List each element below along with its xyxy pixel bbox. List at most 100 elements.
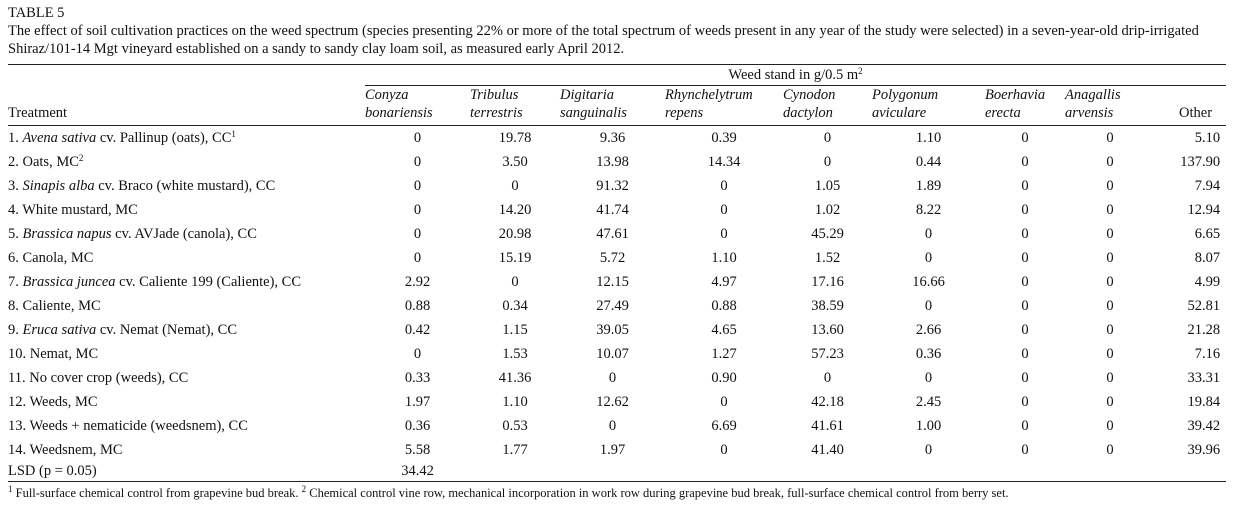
treatment-number: 2. — [8, 154, 19, 170]
value-cell: 41.40 — [811, 442, 844, 458]
value-cell: 1.52 — [814, 250, 841, 266]
species-header: Boerhavia erecta — [985, 86, 1065, 126]
treatment-text: cv. AVJade (canola), CC — [115, 226, 257, 242]
table: Weed stand in g/0.5 m2 Treatment Conyza bon… — [8, 64, 1227, 482]
data-row: 11. No cover crop (weeds), CC 0.33 41.36 0 0… — [8, 366, 1226, 390]
value-cell: 0 — [783, 125, 872, 150]
species-name: repens — [665, 105, 704, 121]
value-cell: 0 — [1106, 298, 1114, 314]
value-cell: 20.98 — [498, 226, 532, 242]
footnote-ref: 2 — [78, 153, 84, 163]
value-cell: 0 — [1021, 298, 1029, 314]
data-row: 5. Brassica napus cv. AVJade (canola), C… — [8, 222, 1226, 246]
value-cell: 0 — [1021, 226, 1029, 242]
treatment-text: cv. Braco (white mustard), CC — [98, 178, 276, 194]
value-cell: 0 — [1106, 226, 1114, 242]
species-header: Polygonum aviculare — [872, 86, 985, 126]
value-cell: 0 — [1021, 178, 1029, 194]
treatment-text: Oats, MC — [22, 154, 79, 170]
value-cell: 8.22 — [915, 202, 942, 218]
value-cell: 0 — [1021, 202, 1029, 218]
treatment-latin: Avena sativa — [22, 130, 97, 146]
data-row: 9. Eruca sativa cv. Nemat (Nemat), CC 0.4… — [8, 318, 1226, 342]
value-cell: 45.29 — [811, 226, 844, 242]
species-name: Boerhavia — [985, 87, 1046, 103]
data-row: 10. Nemat, MC 0 1.53 10.07 1.27 57.23 0.36 0 0 7.… — [8, 342, 1226, 366]
group-header: Weed stand in g/0.5 m2 — [365, 64, 1227, 86]
value-cell: 0 — [1106, 370, 1114, 386]
treatment-cell: 6. Canola, MC — [8, 246, 365, 270]
species-name: Digitaria — [560, 87, 614, 103]
data-row: 6. Canola, MC 0 15.19 5.72 1.10 1.52 0 0 0 8.07 — [8, 246, 1226, 270]
value-cell: 0 — [823, 154, 832, 170]
value-cell: 0 — [1106, 202, 1114, 218]
treatment-text: No cover crop (weeds), CC — [29, 370, 189, 386]
value-cell: 0 — [985, 125, 1065, 150]
value-cell: 1.10 — [872, 125, 985, 150]
species-header: Conyza bonariensis — [365, 86, 470, 126]
value-cell: 3.50 — [502, 154, 528, 170]
other-header: Other — [1179, 105, 1213, 121]
treatment-number: 13. — [8, 418, 27, 434]
table-label: TABLE 5 — [8, 5, 65, 21]
treatment-number: 8. — [8, 298, 19, 314]
value-cell: 0 — [1021, 250, 1029, 266]
footnotes: 1 Full-surface chemical control from gra… — [8, 485, 1226, 501]
value-cell: 6.69 — [711, 418, 737, 434]
value-cell: 12.15 — [596, 274, 629, 290]
treatment-text: White mustard, MC — [22, 202, 138, 218]
species-name: sanguinalis — [560, 105, 627, 121]
value-cell: 41.36 — [498, 370, 532, 386]
value-cell: 14.34 — [707, 154, 741, 170]
treatment-cell: 1. Avena sativa cv. Pallinup (oats), CC1 — [8, 125, 365, 150]
treatment-number: 14. — [8, 442, 27, 458]
species-name: Conyza — [365, 87, 409, 103]
group-header-row: Weed stand in g/0.5 m2 — [8, 64, 1227, 86]
treatment-cell: 3. Sinapis alba cv. Braco (white mustard… — [8, 174, 365, 198]
value-cell: 33.31 — [1187, 370, 1221, 386]
value-cell: 16.66 — [912, 274, 945, 290]
value-cell: 1.10 — [711, 250, 737, 266]
treatment-number: 9. — [8, 322, 19, 338]
value-cell: 0 — [1106, 346, 1114, 362]
value-cell: 41.74 — [596, 202, 629, 218]
footnote-text: Full-surface chemical control from grape… — [15, 486, 299, 500]
value-cell: 0 — [1106, 178, 1114, 194]
value-cell: 0 — [413, 178, 422, 194]
value-cell: 0 — [1021, 154, 1029, 170]
value-cell: 1.15 — [502, 322, 528, 338]
species-name: Polygonum — [872, 87, 939, 103]
value-cell: 0 — [924, 226, 933, 242]
value-cell: 0.33 — [404, 370, 431, 386]
treatment-cell: 2. Oats, MC2 — [8, 150, 365, 174]
value-cell: 4.97 — [711, 274, 737, 290]
treatment-cell: 13. Weeds + nematicide (weedsnem), CC — [8, 414, 365, 438]
value-cell: 0 — [924, 442, 933, 458]
value-cell: 27.49 — [596, 298, 629, 314]
value-cell: 0.39 — [665, 125, 783, 150]
treatment-cell: 5. Brassica napus cv. AVJade (canola), C… — [8, 222, 365, 246]
value-cell: 10.07 — [596, 346, 629, 362]
species-header: Tribulus terrestris — [470, 86, 560, 126]
empty-cell — [985, 462, 1065, 482]
value-cell: 2.45 — [915, 394, 942, 410]
value-cell: 91.32 — [596, 178, 629, 194]
value-cell: 4.65 — [711, 322, 737, 338]
lsd-label: LSD (p = 0.05) — [8, 463, 97, 479]
treatment-number: 3. — [8, 178, 19, 194]
value-cell: 0.90 — [711, 370, 737, 386]
value-cell: 1.89 — [915, 178, 942, 194]
value-cell: 0 — [1021, 322, 1029, 338]
species-name: terrestris — [470, 105, 523, 121]
value-cell: 6.65 — [1194, 226, 1221, 242]
table-body: Weed stand in g/0.5 m2 Treatment Conyza bon… — [8, 64, 1227, 482]
treatment-number: 11. — [8, 370, 26, 386]
value-cell: 41.61 — [811, 418, 844, 434]
species-name: aviculare — [872, 105, 927, 121]
value-cell: 0.34 — [502, 298, 528, 314]
treatment-number: 10. — [8, 346, 27, 362]
treatment-cell: 10. Nemat, MC — [8, 342, 365, 366]
value-cell: 2.66 — [915, 322, 942, 338]
group-header-sup: 2 — [858, 66, 863, 76]
value-cell: 0 — [924, 250, 933, 266]
